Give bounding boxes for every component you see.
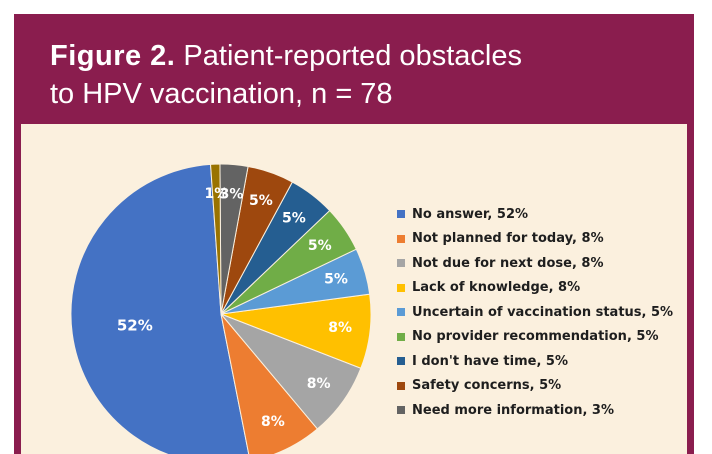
legend-label-6: I don't have time, 5% — [412, 353, 568, 369]
legend-swatch-4 — [397, 308, 405, 317]
pie-slice-label-7: 5% — [249, 193, 273, 209]
figure-label: Figure 2. — [50, 40, 176, 72]
legend-label-8: Need more information, 3% — [412, 402, 614, 418]
legend-label-7: Safety concerns, 5% — [412, 378, 562, 394]
legend-item-6: I don't have time, 5% — [397, 349, 673, 374]
pie-slice-label-9: 1% — [205, 186, 229, 202]
legend-swatch-2 — [397, 259, 405, 268]
figure-title-line-1: Figure 2. Patient-reported obstacles — [50, 40, 522, 72]
figure-title-line-2: to HPV vaccination, n = 78 — [50, 78, 393, 110]
legend-label-5: No provider recommendation, 5% — [412, 329, 659, 345]
legend-item-1: Not planned for today, 8% — [397, 227, 673, 252]
legend-swatch-3 — [397, 283, 405, 292]
legend-swatch-5 — [397, 332, 405, 341]
pie-slice-9 — [210, 163, 222, 315]
chart-legend: No answer, 52% Not planned for today, 8% N… — [397, 202, 673, 423]
pie-slice-label-1: 8% — [261, 414, 285, 430]
pie-slice-label-0: 52% — [117, 317, 153, 335]
legend-item-7: Safety concerns, 5% — [397, 374, 673, 399]
legend-item-5: No provider recommendation, 5% — [397, 325, 673, 350]
figure-frame: Figure 2. Patient-reported obstacles to … — [14, 14, 694, 454]
pie-slice-label-4: 5% — [324, 272, 348, 288]
legend-label-4: Uncertain of vaccination status, 5% — [412, 304, 674, 320]
legend-item-8: Need more information, 3% — [397, 398, 673, 423]
legend-label-3: Lack of knowledge, 8% — [412, 280, 581, 296]
legend-swatch-0 — [397, 210, 405, 219]
pie-slice-label-3: 8% — [328, 320, 352, 336]
legend-item-0: No answer, 52% — [397, 202, 673, 227]
pie-slice-label-8: 3% — [220, 187, 244, 203]
legend-swatch-8 — [397, 406, 405, 415]
legend-swatch-6 — [397, 357, 405, 366]
pie-chart: 52%8%8%8%5%5%5%5%3%1% — [70, 163, 372, 454]
pie-slice-0 — [70, 163, 250, 454]
legend-swatch-7 — [397, 381, 405, 390]
legend-label-0: No answer, 52% — [412, 206, 529, 222]
pie-slice-label-5: 5% — [308, 238, 332, 254]
legend-item-2: Not due for next dose, 8% — [397, 251, 673, 276]
legend-swatch-1 — [397, 234, 405, 243]
chart-panel: 52% 8% 8% 8% 5% 5% 5% 5% 3% 1% No answer, 52% Not … — [21, 124, 687, 454]
legend-item-3: Lack of knowledge, 8% — [397, 276, 673, 301]
legend-item-4: Uncertain of vaccination status, 5% — [397, 300, 673, 325]
legend-label-1: Not planned for today, 8% — [412, 231, 604, 247]
legend-label-2: Not due for next dose, 8% — [412, 255, 604, 271]
figure-title-text: Patient-reported obstacles — [183, 40, 522, 72]
pie-slice-label-6: 5% — [282, 211, 306, 227]
pie-slice-label-2: 8% — [307, 376, 331, 392]
figure-header: Figure 2. Patient-reported obstacles to … — [14, 14, 694, 124]
